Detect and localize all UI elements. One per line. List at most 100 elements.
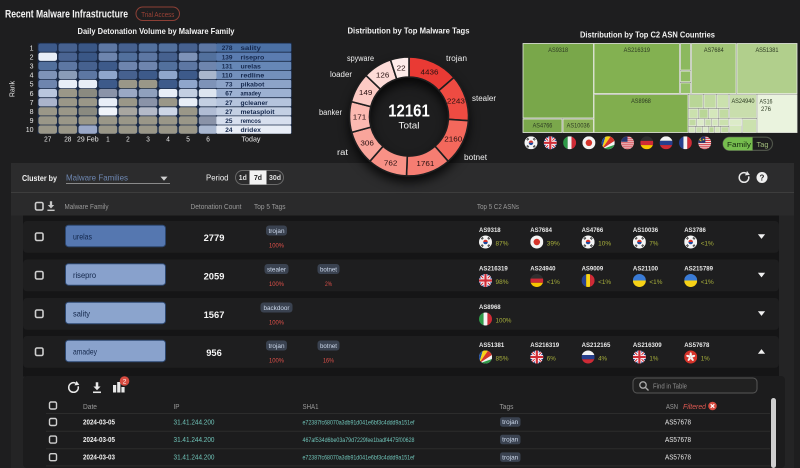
svg-text:100%: 100% xyxy=(269,358,284,365)
svg-text:AS10036: AS10036 xyxy=(633,227,658,234)
svg-text:backdoor: backdoor xyxy=(264,305,291,312)
svg-text:3: 3 xyxy=(146,135,150,144)
svg-text:31.41.244.200: 31.41.244.200 xyxy=(174,437,215,444)
svg-text:<1%: <1% xyxy=(598,279,611,286)
svg-text:AS51381: AS51381 xyxy=(479,342,504,349)
svg-text:100%: 100% xyxy=(269,243,284,250)
svg-text:2779: 2779 xyxy=(204,233,225,244)
svg-text:AS8968: AS8968 xyxy=(479,304,501,311)
svg-text:100%: 100% xyxy=(269,320,284,327)
svg-text:8: 8 xyxy=(30,109,34,116)
svg-text:<1%: <1% xyxy=(701,279,714,286)
svg-text:7d: 7d xyxy=(254,173,262,182)
svg-text:1761: 1761 xyxy=(416,159,434,168)
svg-text:1%: 1% xyxy=(649,356,658,363)
svg-text:AS216319: AS216319 xyxy=(479,266,508,273)
svg-text:126: 126 xyxy=(376,70,390,79)
svg-text:73: 73 xyxy=(225,82,232,89)
svg-text:AS57678: AS57678 xyxy=(684,342,709,349)
svg-text:AS21100: AS21100 xyxy=(633,266,658,273)
svg-text:<1%: <1% xyxy=(547,279,560,286)
svg-text:AS57678: AS57678 xyxy=(665,420,691,427)
svg-text:AS9318: AS9318 xyxy=(548,48,568,54)
svg-text:4%: 4% xyxy=(598,356,607,363)
svg-text:AS212165: AS212165 xyxy=(582,342,611,349)
svg-text:Family: Family xyxy=(727,140,751,149)
svg-text:SHA1: SHA1 xyxy=(303,404,319,411)
svg-text:?: ? xyxy=(760,174,765,183)
svg-text:Distribution by Top C2 ASN Cou: Distribution by Top C2 ASN Countries xyxy=(580,30,715,40)
svg-text:Top 5 C2 ASNs: Top 5 C2 ASNs xyxy=(477,202,519,211)
svg-text:30d: 30d xyxy=(269,173,281,182)
svg-text:metasploit: metasploit xyxy=(241,109,276,116)
svg-text:Tag: Tag xyxy=(757,140,769,149)
svg-text:Detonation Count: Detonation Count xyxy=(191,202,243,211)
svg-text:AS51381: AS51381 xyxy=(755,48,779,54)
svg-text:28: 28 xyxy=(64,135,71,144)
svg-text:4: 4 xyxy=(30,73,34,80)
svg-text:4436: 4436 xyxy=(421,67,439,76)
svg-text:trojan: trojan xyxy=(269,343,285,350)
svg-text:4: 4 xyxy=(166,135,170,144)
svg-text:<1%: <1% xyxy=(701,241,714,248)
svg-text:AS57678: AS57678 xyxy=(665,455,691,462)
svg-text:stealer: stealer xyxy=(472,94,496,103)
svg-text:7%: 7% xyxy=(649,241,658,248)
svg-text:dridex: dridex xyxy=(241,127,262,134)
svg-text:Find in Table: Find in Table xyxy=(653,381,687,390)
svg-text:AS16: AS16 xyxy=(760,100,774,106)
svg-text:sality: sality xyxy=(241,45,262,52)
svg-text:39%: 39% xyxy=(547,241,560,248)
svg-text:87%: 87% xyxy=(496,241,509,248)
svg-text:AS216319: AS216319 xyxy=(624,48,651,54)
svg-text:Trial Access: Trial Access xyxy=(141,10,174,19)
svg-text:10: 10 xyxy=(26,127,34,134)
svg-text:Cluster by: Cluster by xyxy=(22,173,57,183)
svg-text:27: 27 xyxy=(44,135,51,144)
svg-text:trojan: trojan xyxy=(269,228,285,235)
svg-text:1: 1 xyxy=(106,135,110,144)
svg-text:trojan: trojan xyxy=(502,419,519,426)
svg-text:27: 27 xyxy=(225,109,232,116)
svg-text:sality: sality xyxy=(73,308,91,318)
svg-text:7: 7 xyxy=(30,100,34,107)
svg-text:AS216309: AS216309 xyxy=(633,342,662,349)
svg-text:risepro: risepro xyxy=(241,54,265,61)
svg-text:AS215789: AS215789 xyxy=(684,266,713,273)
svg-text:AS4766: AS4766 xyxy=(533,123,553,129)
svg-text:762: 762 xyxy=(384,158,398,167)
svg-text:6: 6 xyxy=(206,135,210,144)
svg-text:31.41.244.200: 31.41.244.200 xyxy=(174,420,215,427)
svg-text:Top 5 Tags: Top 5 Tags xyxy=(254,202,286,211)
svg-text:urelas: urelas xyxy=(73,231,92,241)
svg-text:AS8968: AS8968 xyxy=(631,99,651,105)
svg-text:<1%: <1% xyxy=(649,279,662,286)
svg-text:2: 2 xyxy=(126,135,130,144)
svg-text:rat: rat xyxy=(337,148,349,157)
svg-text:Daily Detonation Volume by Mal: Daily Detonation Volume by Malware Famil… xyxy=(78,26,235,36)
svg-text:Tags: Tags xyxy=(500,404,514,411)
svg-text:amadey: amadey xyxy=(241,91,262,98)
svg-text:trojan: trojan xyxy=(446,54,467,63)
svg-text:110: 110 xyxy=(222,73,233,80)
svg-text:urelas: urelas xyxy=(241,63,262,70)
svg-text:171: 171 xyxy=(353,113,367,122)
svg-text:2%: 2% xyxy=(325,281,332,288)
svg-text:trojan: trojan xyxy=(502,454,519,461)
svg-text:1d: 1d xyxy=(239,173,247,182)
svg-text:AS24940: AS24940 xyxy=(731,99,755,105)
svg-text:2024-03-05: 2024-03-05 xyxy=(83,437,115,444)
svg-text:139: 139 xyxy=(222,54,233,61)
svg-text:ASN: ASN xyxy=(666,404,678,411)
svg-text:AS7684: AS7684 xyxy=(704,48,724,54)
svg-text:29 Feb: 29 Feb xyxy=(77,135,99,144)
svg-text:amadey: amadey xyxy=(73,346,98,356)
svg-text:AS10036: AS10036 xyxy=(567,123,591,129)
svg-text:6%: 6% xyxy=(547,356,556,363)
svg-text:956: 956 xyxy=(206,348,222,359)
svg-text:AS7684: AS7684 xyxy=(530,227,552,234)
svg-text:Total: Total xyxy=(399,121,420,132)
svg-text:31.41.244.200: 31.41.244.200 xyxy=(174,455,215,462)
svg-text:botnet: botnet xyxy=(464,153,488,162)
svg-text:e72387fc68070a3db91d041e6bf3c4: e72387fc68070a3db91d041e6bf3c4ddd9a151ef xyxy=(303,420,415,427)
